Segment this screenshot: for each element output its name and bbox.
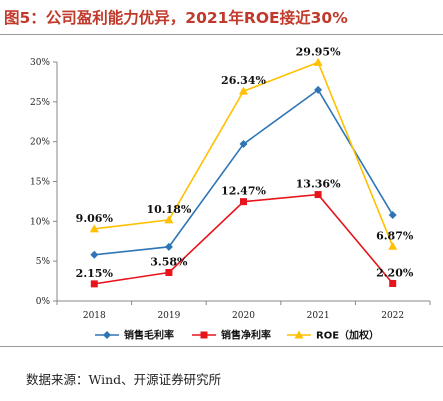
data-label: 9.06% xyxy=(76,212,114,225)
x-tick-label: 2022 xyxy=(381,311,404,321)
series-0 xyxy=(90,85,397,259)
data-source-note: 数据来源：Wind、开源证券研究所 xyxy=(26,372,222,387)
series-2 xyxy=(89,57,398,250)
data-point xyxy=(313,57,323,66)
legend-item: 销售毛利率 xyxy=(95,329,174,341)
data-point xyxy=(90,280,98,288)
data-label: 12.47% xyxy=(221,185,266,198)
data-point xyxy=(239,86,248,95)
data-point xyxy=(164,215,174,224)
top-divider xyxy=(0,34,443,35)
y-tick-label: 10% xyxy=(30,217,50,227)
data-point xyxy=(314,85,323,94)
bottom-divider xyxy=(0,346,443,347)
x-tick-label: 2019 xyxy=(157,311,180,321)
data-point xyxy=(388,210,397,219)
y-tick-label: 30% xyxy=(30,58,50,68)
y-tick-label: 5% xyxy=(36,257,51,267)
chart-legend: 销售毛利率 销售净利率 ROE（加权） xyxy=(95,329,379,341)
series-1 xyxy=(90,191,397,288)
legend-label: 销售净利率 xyxy=(221,329,271,341)
legend-item: ROE（加权） xyxy=(287,329,379,341)
y-tick-label: 25% xyxy=(30,98,50,108)
data-label: 29.95% xyxy=(296,45,341,58)
data-point xyxy=(388,241,398,250)
data-label: 26.34% xyxy=(221,74,266,87)
legend-label: ROE（加权） xyxy=(316,329,379,341)
x-tick-label: 2021 xyxy=(307,311,330,321)
legend-marker xyxy=(294,330,304,339)
data-point xyxy=(165,268,173,276)
data-point xyxy=(89,224,99,233)
series-line xyxy=(94,193,394,285)
data-point xyxy=(239,140,248,149)
data-label: 10.18% xyxy=(146,203,191,216)
legend-item: 销售净利率 xyxy=(192,329,271,341)
data-label: 2.20% xyxy=(376,266,414,279)
y-tick-label: 20% xyxy=(30,138,50,148)
chart-axes: 0% 5% 10% 15% 20% 25% 30% 2018 2019 2020 2021 2022 xyxy=(30,58,431,321)
data-label: 2.15% xyxy=(76,267,114,280)
y-tick-label: 15% xyxy=(30,178,50,188)
data-point xyxy=(240,198,247,206)
data-label: 6.87% xyxy=(376,229,414,242)
data-point xyxy=(164,242,173,251)
data-label: 3.58% xyxy=(150,255,188,268)
data-label: 13.36% xyxy=(296,178,341,191)
chart-title: 图5：公司盈利能力优异，2021年ROE接近30% xyxy=(4,9,348,27)
x-tick-label: 2018 xyxy=(83,311,106,321)
data-point xyxy=(314,191,322,199)
legend-marker xyxy=(200,331,208,339)
y-tick-label: 0% xyxy=(36,297,51,307)
line-chart: 0%5%10%15%20%25%30%2018 2019 2020 2021 2022 … xyxy=(30,45,431,341)
legend-marker xyxy=(103,331,111,339)
chart-data-labels: 2.15% 3.58% 12.47% 13.36% 2.20% 9.06% 10.18% 26… xyxy=(76,45,414,279)
data-point xyxy=(90,250,99,259)
x-tick-label: 2020 xyxy=(232,311,255,321)
chart-series xyxy=(89,57,398,288)
legend-label: 销售毛利率 xyxy=(124,329,174,341)
data-point xyxy=(389,279,397,287)
